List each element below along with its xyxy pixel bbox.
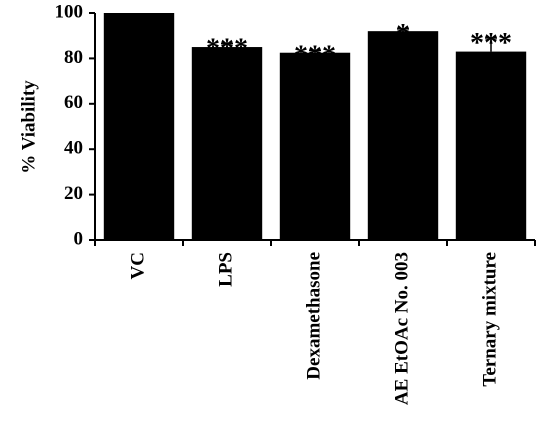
x-tick-label: AE EtOAc No. 003 xyxy=(391,252,412,405)
x-tick-label: Dexamethasone xyxy=(303,252,324,380)
significance-label: *** xyxy=(206,34,248,65)
bar xyxy=(103,13,175,240)
x-tick-label: LPS xyxy=(215,252,236,287)
y-tick-label: 100 xyxy=(55,1,84,22)
x-tick-label: Ternary mixture xyxy=(479,252,500,387)
y-tick-label: 0 xyxy=(74,228,84,249)
bar xyxy=(279,52,351,240)
significance-label: *** xyxy=(470,28,512,59)
y-axis-label: % Viability xyxy=(18,80,39,174)
significance-label: *** xyxy=(294,40,336,71)
y-tick-label: 20 xyxy=(64,183,83,204)
bar xyxy=(455,51,527,241)
bar xyxy=(191,47,263,240)
y-tick-label: 80 xyxy=(64,47,83,68)
y-tick-label: 60 xyxy=(64,92,83,113)
y-tick-label: 40 xyxy=(64,138,83,159)
bar xyxy=(367,31,439,240)
significance-label: * xyxy=(396,19,410,50)
x-tick-label: VC xyxy=(127,252,148,279)
